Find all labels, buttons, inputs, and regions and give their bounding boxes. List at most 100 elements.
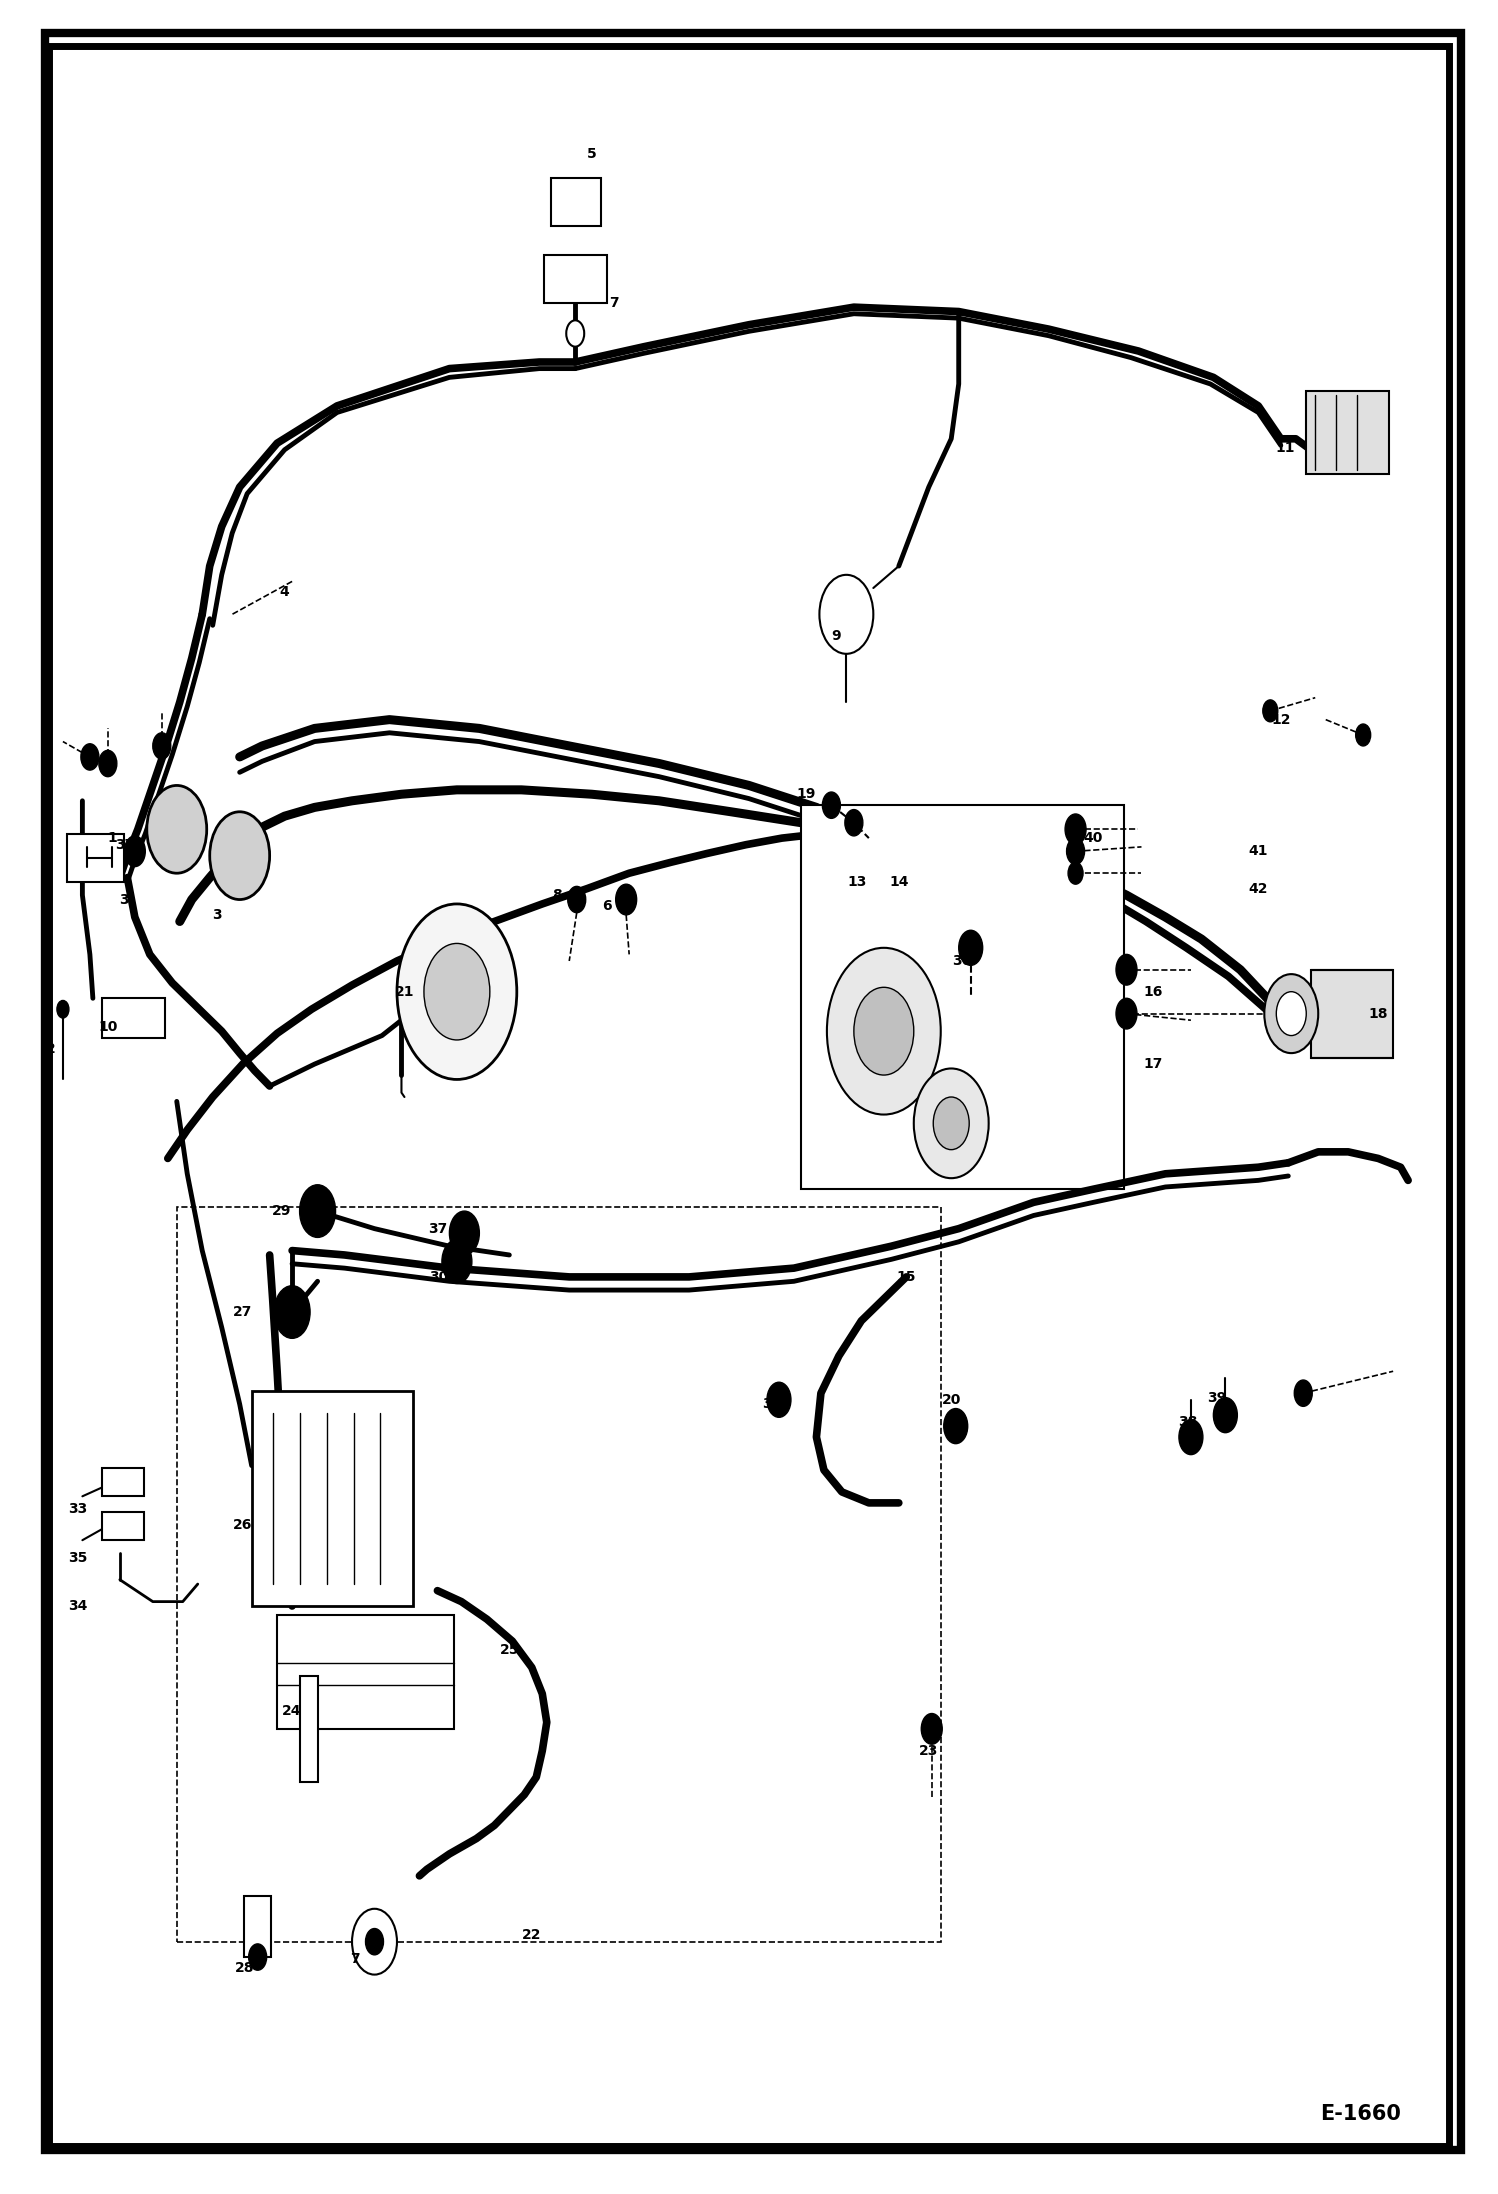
Bar [244,1896,271,1957]
Circle shape [1116,954,1137,985]
Text: 41: 41 [1248,845,1269,858]
Circle shape [921,1714,942,1744]
Text: 29: 29 [273,1205,291,1218]
Circle shape [81,744,99,770]
Bar [67,834,124,882]
Text: 7: 7 [610,296,619,309]
Text: 34: 34 [69,1599,87,1613]
Text: 31: 31 [1294,1387,1312,1400]
Circle shape [1116,998,1137,1029]
Circle shape [845,810,863,836]
Text: 24: 24 [282,1705,303,1718]
Circle shape [352,1909,397,1975]
Text: 5: 5 [587,147,596,160]
Circle shape [300,1185,336,1237]
Bar [801,805,1124,1189]
Circle shape [99,750,117,777]
Bar [177,1207,941,1942]
Circle shape [249,1944,267,1970]
Bar [551,178,601,226]
Circle shape [767,1382,791,1417]
Circle shape [1065,814,1086,845]
Bar [300,1676,318,1782]
Text: 28: 28 [234,1961,255,1975]
Circle shape [933,1097,969,1150]
Circle shape [397,904,517,1079]
Circle shape [944,1409,968,1444]
Circle shape [442,1240,472,1283]
Circle shape [1179,1420,1203,1455]
Bar [252,1391,413,1606]
Circle shape [819,575,873,654]
Text: 42: 42 [1248,882,1269,895]
Circle shape [57,1000,69,1018]
Text: 30: 30 [430,1270,448,1283]
Text: 26: 26 [234,1518,252,1531]
Text: 8: 8 [553,889,562,902]
Circle shape [274,1286,310,1338]
Text: 9: 9 [831,630,840,643]
Text: 7: 7 [351,1953,360,1966]
Text: 37: 37 [115,838,133,851]
Circle shape [959,930,983,965]
Circle shape [1263,700,1278,722]
Text: 17: 17 [1144,1058,1162,1071]
Text: 1: 1 [108,832,117,845]
Circle shape [1264,974,1318,1053]
Text: 23: 23 [920,1744,938,1757]
Text: 37: 37 [428,1222,446,1235]
Circle shape [1276,992,1306,1036]
Text: 6: 6 [602,900,611,913]
Text: 21: 21 [394,985,415,998]
Text: 14: 14 [888,875,909,889]
Text: 18: 18 [1368,1007,1389,1020]
Text: 2: 2 [46,1042,55,1055]
Circle shape [827,948,941,1115]
Circle shape [914,1068,989,1178]
Circle shape [124,836,145,867]
Text: 33: 33 [69,1503,87,1516]
Circle shape [1068,862,1083,884]
Circle shape [854,987,914,1075]
Bar [102,1512,144,1540]
Circle shape [1294,1380,1312,1406]
Text: 16: 16 [1144,985,1162,998]
Bar [277,1615,454,1729]
Bar [1306,391,1389,474]
Circle shape [1067,838,1085,864]
Text: 38: 38 [1179,1415,1197,1428]
Text: 12: 12 [1270,713,1291,726]
Text: 4: 4 [280,586,289,599]
Circle shape [568,886,586,913]
Text: 11: 11 [1275,441,1296,454]
Circle shape [147,785,207,873]
Circle shape [210,812,270,900]
Text: 15: 15 [896,1270,917,1283]
Bar [1311,970,1393,1058]
Text: 35: 35 [69,1551,87,1564]
Circle shape [424,943,490,1040]
Circle shape [1356,724,1371,746]
Text: 3: 3 [213,908,222,921]
Circle shape [822,792,840,818]
Text: 20: 20 [942,1393,960,1406]
Text: E-1660: E-1660 [1320,2104,1401,2124]
Text: 25: 25 [499,1643,520,1656]
Text: 10: 10 [99,1020,117,1033]
Circle shape [449,1211,479,1255]
Text: 22: 22 [521,1929,542,1942]
Text: 39: 39 [1207,1391,1225,1404]
Text: 27: 27 [234,1305,252,1319]
Circle shape [566,320,584,347]
Text: 40: 40 [1085,832,1103,845]
Text: 13: 13 [848,875,866,889]
Bar [544,255,607,303]
Circle shape [1213,1398,1237,1433]
Circle shape [366,1929,383,1955]
Bar [102,1468,144,1496]
Text: 36: 36 [953,954,971,968]
Text: 3: 3 [120,893,129,906]
Bar [102,998,165,1038]
Circle shape [616,884,637,915]
Text: 19: 19 [797,788,815,801]
